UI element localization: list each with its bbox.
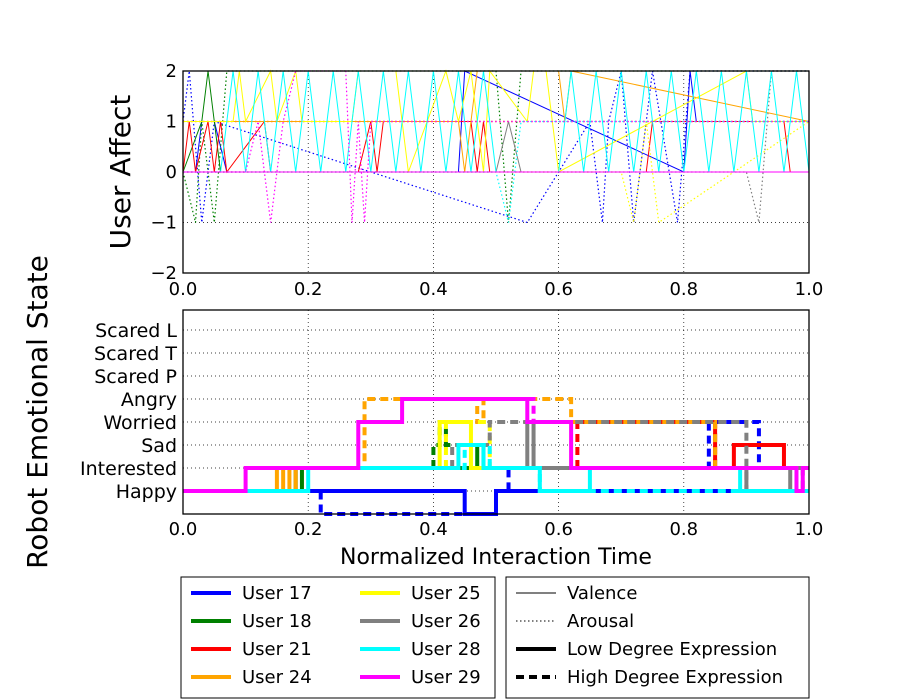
- arousal-line: [183, 70, 809, 223]
- category-tick-label: Scared T: [94, 343, 177, 365]
- legend-item: User 18: [191, 611, 312, 632]
- style-label: Arousal: [567, 611, 634, 632]
- legend-item: User 29: [360, 667, 481, 688]
- plot-frame: [182, 70, 810, 274]
- legend-item: User 28: [360, 639, 481, 660]
- user-affect-plot: 0.0 0.2 0.4 0.6 0.8 1.0 −2 −1 0 1 2 User Affect: [104, 61, 823, 300]
- y-tick-label: −1: [150, 213, 177, 234]
- x-tick-label: 0.2: [294, 279, 323, 300]
- style-legend-item: Valence: [516, 583, 637, 604]
- style-legend-item: Arousal: [516, 611, 634, 632]
- category-tick-label: Worried: [103, 412, 177, 434]
- y-tick-label: 0: [166, 162, 177, 183]
- high-degree-line: [443, 420, 492, 468]
- x-tick-label: 1.0: [795, 279, 824, 300]
- legend-label: User 26: [411, 611, 481, 632]
- x-tick-label: 0.0: [169, 279, 198, 300]
- legends: User 17 User 18 User 21 User 24 User 25 User …: [180, 576, 810, 699]
- category-tick-label: Happy: [116, 481, 177, 503]
- style-label: Valence: [567, 583, 637, 604]
- legend-label: User 18: [242, 611, 312, 632]
- series-user-21: [182, 120, 809, 174]
- legend-item: User 26: [360, 611, 481, 632]
- x-tick-label: 1.0: [795, 519, 824, 540]
- style-legend-item: High Degree Expression: [516, 667, 783, 688]
- style-label: Low Degree Expression: [567, 639, 777, 660]
- category-tick-label: Angry: [121, 389, 177, 411]
- arousal-line: [183, 70, 809, 223]
- legend-label: User 17: [242, 583, 312, 604]
- x-axis-label: Normalized Interaction Time: [340, 545, 652, 570]
- series-user-18: [182, 70, 809, 223]
- high-degree-line: [575, 420, 718, 468]
- state-series-user-25: [437, 420, 492, 470]
- robot-emotion-plot: 0.0 0.2 0.4 0.6 0.8 1.0 HappyInterestedSadWorr…: [21, 255, 823, 570]
- series-user-26: [183, 70, 809, 223]
- plot-frame: [182, 309, 810, 515]
- high-degree-line: [527, 397, 572, 424]
- legend-label: User 28: [411, 639, 481, 660]
- series-user-29: [183, 70, 809, 223]
- legend-label: User 29: [411, 667, 481, 688]
- low-degree-line: [571, 420, 809, 470]
- legend-label: User 25: [411, 583, 481, 604]
- legend-item: User 25: [360, 583, 481, 604]
- low-degree-line: [183, 397, 809, 493]
- high-degree-line: [450, 420, 809, 493]
- arousal-line: [182, 70, 809, 224]
- legend-item: User 24: [191, 667, 312, 688]
- valence-line: [183, 121, 809, 173]
- legend-label: User 21: [242, 639, 312, 660]
- category-tick-label: Scared L: [95, 320, 177, 342]
- style-legend-item: Low Degree Expression: [516, 639, 777, 660]
- low-degree-line: [274, 466, 298, 493]
- state-series-user-21: [571, 420, 809, 470]
- high-degree-line: [308, 420, 809, 516]
- y-axis-label: Robot Emotional State: [21, 255, 54, 569]
- state-series-user-29: [183, 397, 809, 493]
- y-axis-label: User Affect: [104, 95, 137, 250]
- category-tick-label: Interested: [80, 458, 177, 480]
- x-tick-label: 0.8: [669, 279, 698, 300]
- x-tick-label: 0.2: [294, 519, 323, 540]
- legend-label: User 24: [242, 667, 312, 688]
- category-tick-label: Scared P: [94, 366, 177, 388]
- x-tick-label: 0.4: [419, 279, 448, 300]
- x-tick-label: 0.8: [669, 519, 698, 540]
- series-user-17: [182, 70, 809, 224]
- category-tick-label: Sad: [141, 435, 177, 457]
- legend-item: User 17: [191, 583, 312, 604]
- y-tick-label: 2: [166, 61, 177, 82]
- legend-item: User 21: [191, 639, 312, 660]
- x-tick-label: 0.4: [419, 519, 448, 540]
- high-degree-line: [358, 397, 718, 470]
- valence-line: [182, 120, 809, 174]
- x-tick-label: 0.6: [544, 519, 573, 540]
- series-user-25: [183, 69, 810, 224]
- y-tick-label: −2: [150, 263, 177, 284]
- state-series-user-26: [450, 420, 809, 493]
- style-legend-box: [505, 576, 810, 699]
- arousal-line: [182, 70, 809, 223]
- y-tick-label: 1: [166, 112, 177, 133]
- user-legend-box: [180, 576, 496, 699]
- x-tick-label: 0.0: [169, 519, 198, 540]
- series-user-28: [183, 70, 810, 223]
- style-label: High Degree Expression: [567, 667, 783, 688]
- x-tick-label: 0.6: [544, 279, 573, 300]
